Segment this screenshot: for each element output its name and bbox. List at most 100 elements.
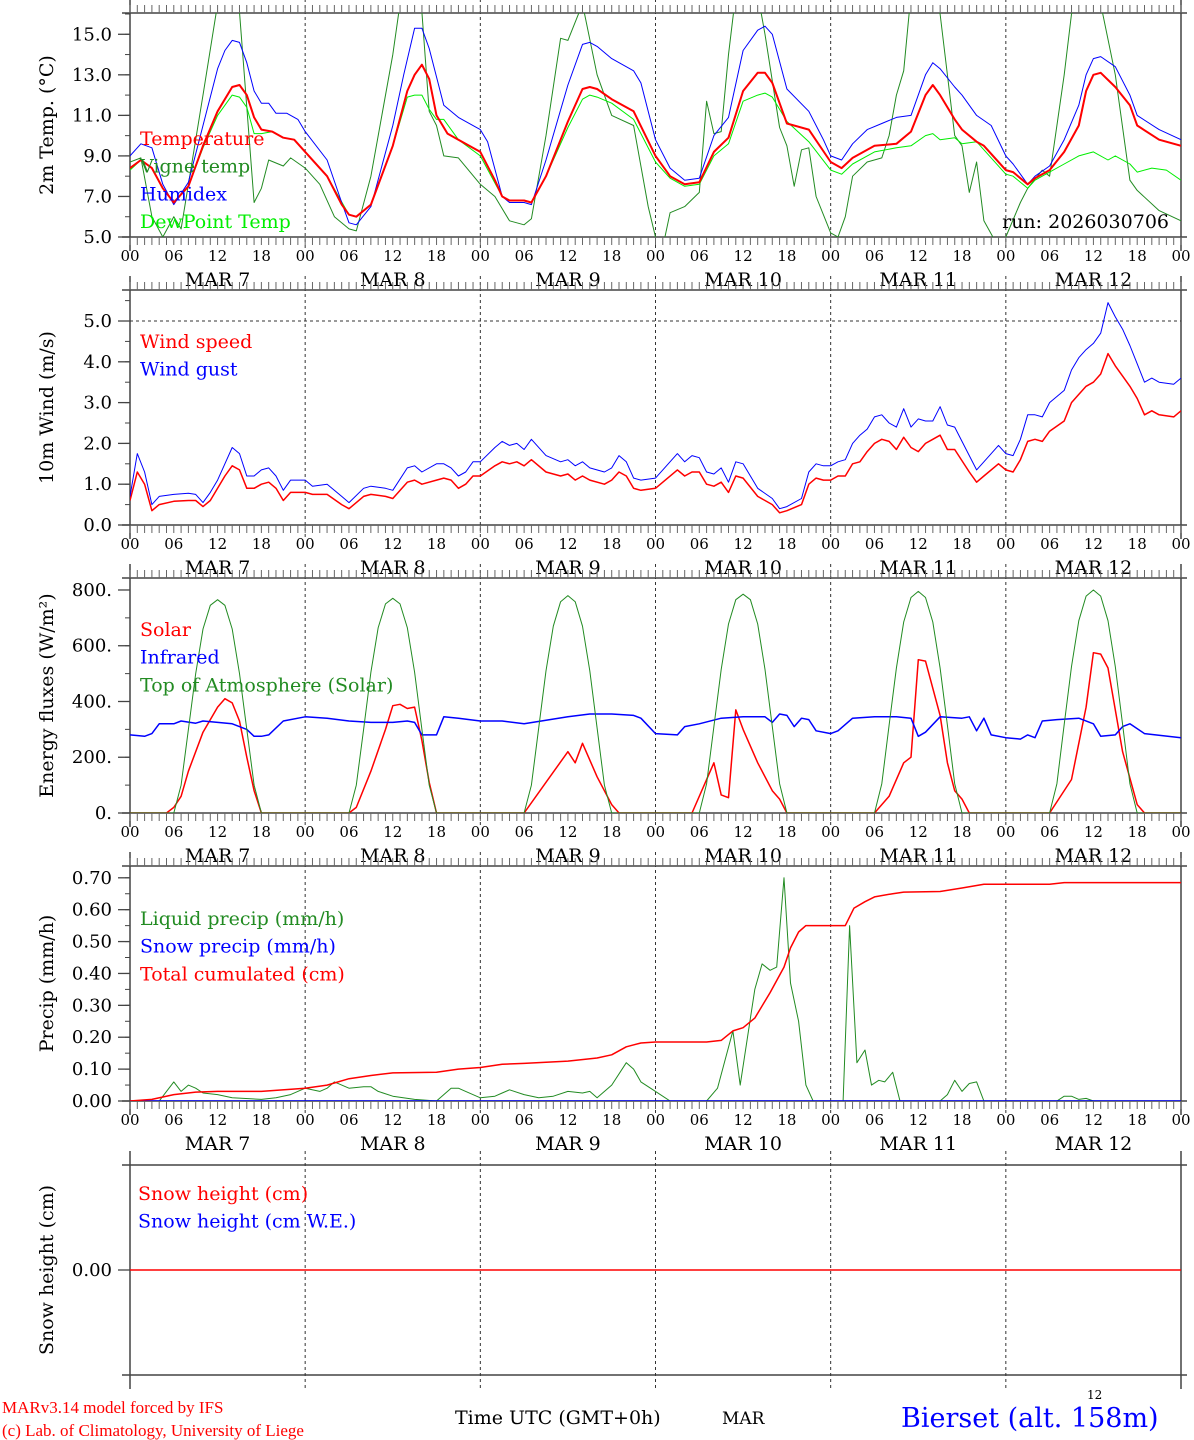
x-tick-label: 00 bbox=[996, 823, 1015, 841]
x-tick-label: 12 bbox=[383, 535, 402, 553]
y-tick-label: 2.0 bbox=[83, 433, 112, 454]
x-tick-label: 18 bbox=[777, 247, 796, 265]
station-name: Bierset (alt. 158m) bbox=[901, 1403, 1159, 1434]
x-tick-label: 00 bbox=[296, 247, 315, 265]
x-tick-label: 18 bbox=[602, 535, 621, 553]
x-tick-label: 12 bbox=[1084, 1111, 1103, 1129]
x-tick-label: 06 bbox=[515, 823, 534, 841]
x-tick-label: 12 bbox=[558, 1111, 577, 1129]
x-tick-label: 18 bbox=[777, 535, 796, 553]
y-tick-label: 5.0 bbox=[83, 311, 112, 332]
day-label: MAR 8 bbox=[360, 269, 426, 291]
series-line-infrared bbox=[130, 713, 1181, 740]
day-label: MAR 12 bbox=[1055, 845, 1133, 867]
x-tick-label: 06 bbox=[1040, 535, 1059, 553]
legend-entry: Vigne temp bbox=[139, 156, 250, 178]
series-group bbox=[130, 302, 1181, 514]
x-tick-label: 06 bbox=[865, 1111, 884, 1129]
y-tick-label: 1.0 bbox=[83, 474, 112, 495]
x-tick-label: 18 bbox=[777, 1111, 796, 1129]
x-tick-label: 12 bbox=[558, 535, 577, 553]
y-tick-label: 11.0 bbox=[72, 105, 112, 126]
panel-0: 00 06 12 18 00 06 12 18 00 06 12 18 00 06 12 18 00 06 12 18… bbox=[36, 0, 1191, 291]
legend-entry: Humidex bbox=[140, 183, 227, 205]
x-axis-label: Time UTC (GMT+0h) bbox=[455, 1407, 661, 1429]
legend-entry: Temperature bbox=[140, 128, 264, 150]
x-tick-label: 12 bbox=[734, 823, 753, 841]
x-tick-label: 18 bbox=[777, 823, 796, 841]
day-label: MAR 12 bbox=[1055, 1133, 1133, 1155]
x-tick-label: 00 bbox=[996, 247, 1015, 265]
legend-entry: DewPoint Temp bbox=[140, 211, 291, 233]
x-tick-label: 12 bbox=[1084, 535, 1103, 553]
day-label: MAR 7 bbox=[185, 557, 251, 579]
run-label: run: 2026030706 bbox=[1002, 211, 1169, 233]
x-tick-label: 06 bbox=[339, 1111, 358, 1129]
series-line-humidex bbox=[130, 25, 1181, 226]
panel-3: 00 06 12 18 00 06 12 18 00 06 12 18 00 06 12 18 00 06 12 18… bbox=[36, 852, 1191, 1155]
x-tick-label: 12 bbox=[909, 823, 928, 841]
x-tick-label: 06 bbox=[1040, 823, 1059, 841]
x-tick-label: 00 bbox=[646, 247, 665, 265]
y-tick-label: 0.40 bbox=[72, 963, 112, 984]
y-tick-label: 9.0 bbox=[83, 146, 112, 167]
x-tick-label: 00 bbox=[120, 535, 139, 553]
y-tick-label: 0. bbox=[95, 803, 112, 824]
legend-entry: Liquid precip (mm/h) bbox=[140, 908, 344, 930]
y-axis-label: 10m Wind (m/s) bbox=[36, 331, 58, 484]
day-label: MAR 7 bbox=[185, 1133, 251, 1155]
x-tick-label: 12 bbox=[208, 535, 227, 553]
x-tick-label: 18 bbox=[952, 823, 971, 841]
x-tick-label: 18 bbox=[602, 1111, 621, 1129]
x-tick-label: 00 bbox=[296, 823, 315, 841]
day-number-label: 12 bbox=[1087, 1388, 1102, 1402]
x-tick-label: 12 bbox=[909, 535, 928, 553]
legend-entry: Solar bbox=[140, 619, 192, 641]
x-tick-label: 12 bbox=[208, 1111, 227, 1129]
legend-entry: Snow height (cm W.E.) bbox=[138, 1211, 356, 1233]
series-line-liquid-precip-mm-h- bbox=[130, 877, 1181, 1101]
x-tick-label: 12 bbox=[909, 247, 928, 265]
panel-2: 00 06 12 18 00 06 12 18 00 06 12 18 00 06 12 18 00 06 12 18… bbox=[36, 564, 1191, 867]
day-label: MAR 7 bbox=[185, 269, 251, 291]
y-tick-label: 0.50 bbox=[72, 932, 112, 953]
x-tick-label: 18 bbox=[602, 247, 621, 265]
legend-entry: Snow height (cm) bbox=[138, 1183, 308, 1205]
x-tick-label: 00 bbox=[821, 1111, 840, 1129]
x-tick-label: 18 bbox=[427, 823, 446, 841]
day-label: MAR 11 bbox=[879, 269, 957, 291]
day-label: MAR 10 bbox=[704, 557, 782, 579]
x-tick-label: 00 bbox=[1171, 535, 1190, 553]
y-tick-label: 0.20 bbox=[72, 1027, 112, 1048]
x-tick-label: 00 bbox=[996, 1111, 1015, 1129]
y-tick-label: 200. bbox=[72, 747, 112, 768]
day-label: MAR 9 bbox=[535, 1133, 601, 1155]
x-tick-label: 06 bbox=[339, 823, 358, 841]
legend-entry: Total cumulated (cm) bbox=[140, 963, 345, 985]
x-tick-label: 12 bbox=[383, 1111, 402, 1129]
x-tick-label: 06 bbox=[515, 1111, 534, 1129]
x-tick-label: 00 bbox=[296, 535, 315, 553]
x-tick-label: 06 bbox=[1040, 1111, 1059, 1129]
day-label: MAR 10 bbox=[704, 269, 782, 291]
x-tick-label: 00 bbox=[120, 1111, 139, 1129]
y-axis-label: 2m Temp. (°C) bbox=[36, 55, 58, 195]
day-label: MAR 10 bbox=[704, 845, 782, 867]
x-tick-label: 06 bbox=[164, 823, 183, 841]
y-tick-label: 0.0 bbox=[83, 515, 112, 536]
day-label: MAR 11 bbox=[879, 1133, 957, 1155]
series-group bbox=[130, 877, 1181, 1101]
x-tick-label: 00 bbox=[821, 823, 840, 841]
x-tick-label: 00 bbox=[1171, 1111, 1190, 1129]
day-label: MAR 11 bbox=[879, 557, 957, 579]
day-label: MAR 9 bbox=[535, 269, 601, 291]
x-tick-label: 18 bbox=[252, 1111, 271, 1129]
x-tick-label: 18 bbox=[1128, 535, 1147, 553]
legend-entry: Wind speed bbox=[140, 331, 252, 353]
legend-entry: Infrared bbox=[140, 647, 220, 669]
x-tick-label: 18 bbox=[1128, 247, 1147, 265]
x-tick-label: 06 bbox=[1040, 247, 1059, 265]
x-tick-label: 00 bbox=[1171, 823, 1190, 841]
